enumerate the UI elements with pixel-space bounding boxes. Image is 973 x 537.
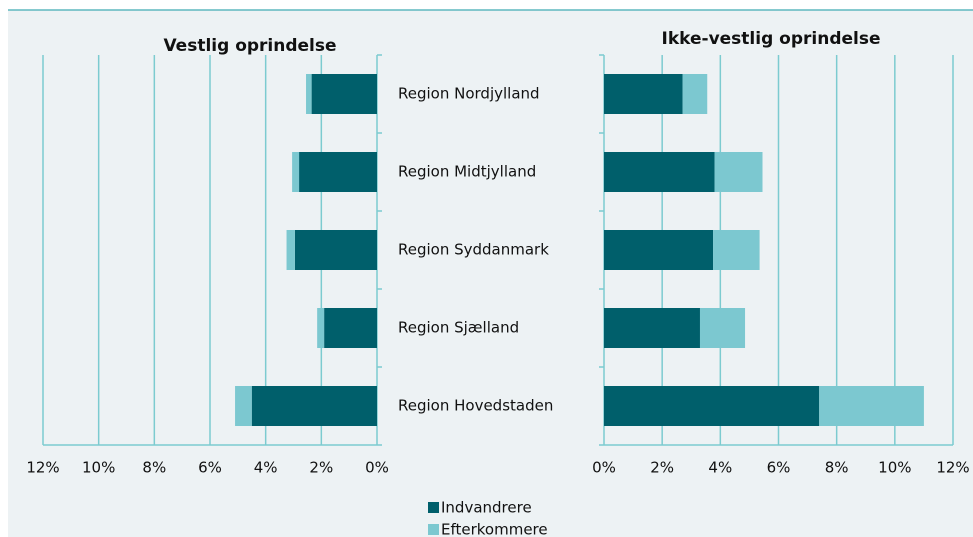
bar: [604, 386, 820, 426]
x-tick-label: 0%: [365, 459, 389, 477]
x-tick-label: 6%: [767, 459, 791, 477]
chart-title: Vestlig oprindelse: [163, 36, 336, 56]
chart-title: Ikke-vestlig oprindelse: [662, 29, 881, 49]
background: [8, 10, 973, 537]
bar: [714, 152, 763, 192]
x-tick-label: 10%: [878, 459, 911, 477]
category-label: Region Nordjylland: [398, 85, 540, 103]
x-tick-label: 6%: [198, 459, 222, 477]
bar: [819, 386, 924, 426]
bar: [292, 152, 300, 192]
x-tick-label: 4%: [708, 459, 732, 477]
legend-label: Efterkommere: [441, 521, 548, 537]
x-tick-label: 12%: [26, 459, 59, 477]
x-tick-label: 2%: [309, 459, 333, 477]
x-tick-label: 4%: [254, 459, 278, 477]
bar: [317, 308, 325, 348]
x-tick-label: 0%: [592, 459, 616, 477]
bar: [286, 230, 295, 270]
bar: [604, 152, 715, 192]
bar: [235, 386, 252, 426]
bar: [604, 230, 714, 270]
legend-swatch: [428, 502, 439, 513]
bar: [713, 230, 760, 270]
legend-swatch: [428, 524, 439, 535]
category-label: Region Sjælland: [398, 319, 519, 337]
bar: [324, 308, 377, 348]
category-label: Region Hovedstaden: [398, 397, 553, 415]
legend-label: Indvandrere: [441, 499, 532, 517]
bar: [311, 74, 377, 114]
bar: [604, 74, 683, 114]
x-tick-label: 10%: [82, 459, 115, 477]
x-tick-label: 2%: [650, 459, 674, 477]
bar: [604, 308, 700, 348]
x-tick-label: 12%: [936, 459, 969, 477]
bar: [682, 74, 708, 114]
category-label: Region Midtjylland: [398, 163, 536, 181]
bar: [294, 230, 377, 270]
bar: [306, 74, 312, 114]
category-label: Region Syddanmark: [398, 241, 549, 259]
bar: [251, 386, 377, 426]
bar: [299, 152, 377, 192]
x-tick-label: 8%: [142, 459, 166, 477]
x-tick-label: 8%: [825, 459, 849, 477]
bar: [699, 308, 746, 348]
